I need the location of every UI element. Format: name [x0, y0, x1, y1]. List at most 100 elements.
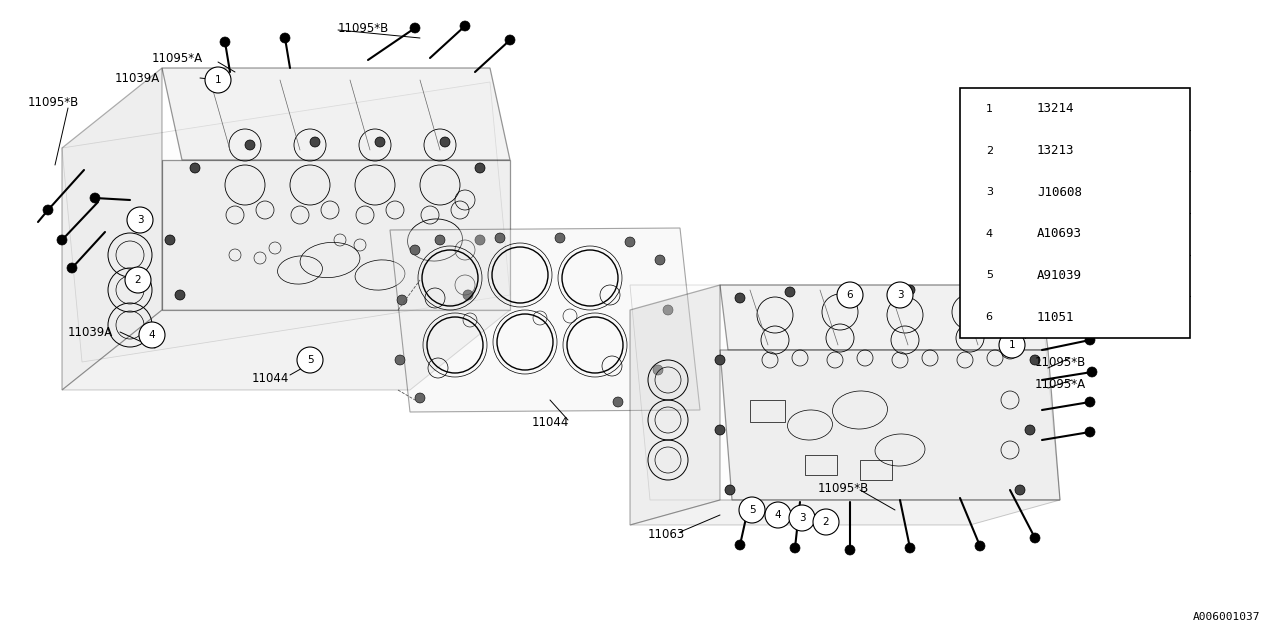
Circle shape [905, 543, 915, 553]
Circle shape [415, 393, 425, 403]
Circle shape [67, 263, 77, 273]
Circle shape [765, 502, 791, 528]
Polygon shape [163, 160, 509, 310]
Circle shape [475, 163, 485, 173]
Text: A006001037: A006001037 [1193, 612, 1260, 622]
Circle shape [974, 136, 1004, 165]
Text: 3: 3 [799, 513, 805, 523]
Text: 11063: 11063 [1032, 273, 1069, 287]
Circle shape [655, 255, 666, 265]
Text: 3: 3 [137, 215, 143, 225]
Circle shape [735, 293, 745, 303]
Circle shape [974, 220, 1004, 248]
Circle shape [845, 285, 855, 295]
Polygon shape [163, 68, 509, 160]
Circle shape [613, 397, 623, 407]
Text: 11063: 11063 [648, 527, 685, 541]
Text: 2: 2 [134, 275, 141, 285]
Text: J10608: J10608 [1037, 186, 1082, 198]
Text: A10693: A10693 [1037, 227, 1082, 241]
Text: 4: 4 [148, 330, 155, 340]
Circle shape [205, 67, 230, 93]
Circle shape [125, 267, 151, 293]
Text: 11095*B: 11095*B [338, 22, 389, 35]
Circle shape [58, 235, 67, 245]
Circle shape [127, 207, 154, 233]
Circle shape [1030, 533, 1039, 543]
Circle shape [837, 282, 863, 308]
Circle shape [1015, 485, 1025, 495]
Polygon shape [630, 500, 1060, 525]
Circle shape [716, 425, 724, 435]
Text: A91039: A91039 [1037, 269, 1082, 282]
Circle shape [965, 287, 975, 297]
Circle shape [975, 541, 986, 551]
Circle shape [1085, 335, 1094, 345]
Bar [750, 400, 785, 422]
Text: 4: 4 [986, 229, 993, 239]
Text: 1: 1 [215, 75, 221, 85]
Circle shape [410, 23, 420, 33]
Circle shape [1025, 425, 1036, 435]
Circle shape [813, 509, 838, 535]
Circle shape [220, 37, 230, 47]
Circle shape [175, 290, 186, 300]
Circle shape [280, 33, 291, 43]
Circle shape [974, 303, 1004, 332]
Text: 6: 6 [986, 312, 993, 322]
Circle shape [463, 290, 474, 300]
Bar [805, 455, 837, 475]
Circle shape [310, 137, 320, 147]
Text: 11044: 11044 [252, 371, 289, 385]
Circle shape [556, 233, 564, 243]
Text: 5: 5 [749, 505, 755, 515]
Text: 13213: 13213 [1037, 144, 1074, 157]
Polygon shape [630, 285, 719, 525]
Circle shape [495, 233, 506, 243]
Circle shape [785, 287, 795, 297]
Circle shape [788, 505, 815, 531]
Circle shape [506, 35, 515, 45]
Circle shape [297, 347, 323, 373]
Text: 13214: 13214 [1037, 102, 1074, 115]
Circle shape [1085, 427, 1094, 437]
Polygon shape [61, 310, 509, 390]
Circle shape [1087, 367, 1097, 377]
Text: 11039A: 11039A [115, 72, 160, 84]
Circle shape [625, 237, 635, 247]
Circle shape [739, 497, 765, 523]
Circle shape [396, 355, 404, 365]
Text: 4: 4 [774, 510, 781, 520]
Circle shape [90, 193, 100, 203]
Circle shape [375, 137, 385, 147]
Circle shape [1015, 300, 1025, 310]
Text: 1: 1 [1009, 340, 1015, 350]
Circle shape [998, 332, 1025, 358]
Text: 11095*A: 11095*A [152, 51, 204, 65]
Text: 11044: 11044 [532, 415, 570, 429]
Bar [860, 460, 892, 480]
Circle shape [397, 295, 407, 305]
Text: 2: 2 [986, 145, 993, 156]
Circle shape [974, 261, 1004, 290]
Text: 6: 6 [846, 290, 854, 300]
Circle shape [1030, 355, 1039, 365]
Polygon shape [61, 68, 163, 390]
Polygon shape [719, 285, 1048, 350]
Polygon shape [719, 350, 1060, 500]
Polygon shape [630, 285, 1060, 500]
Text: 3: 3 [986, 187, 993, 197]
Text: 5: 5 [307, 355, 314, 365]
Circle shape [790, 543, 800, 553]
Circle shape [1085, 397, 1094, 407]
Circle shape [663, 305, 673, 315]
Circle shape [905, 285, 915, 295]
Text: 1: 1 [986, 104, 993, 114]
Text: 2: 2 [823, 517, 829, 527]
Circle shape [140, 322, 165, 348]
Circle shape [440, 137, 451, 147]
Text: 11095*A: 11095*A [1036, 378, 1087, 392]
Text: 11051: 11051 [1037, 310, 1074, 324]
Circle shape [724, 485, 735, 495]
Text: 5: 5 [986, 271, 993, 280]
